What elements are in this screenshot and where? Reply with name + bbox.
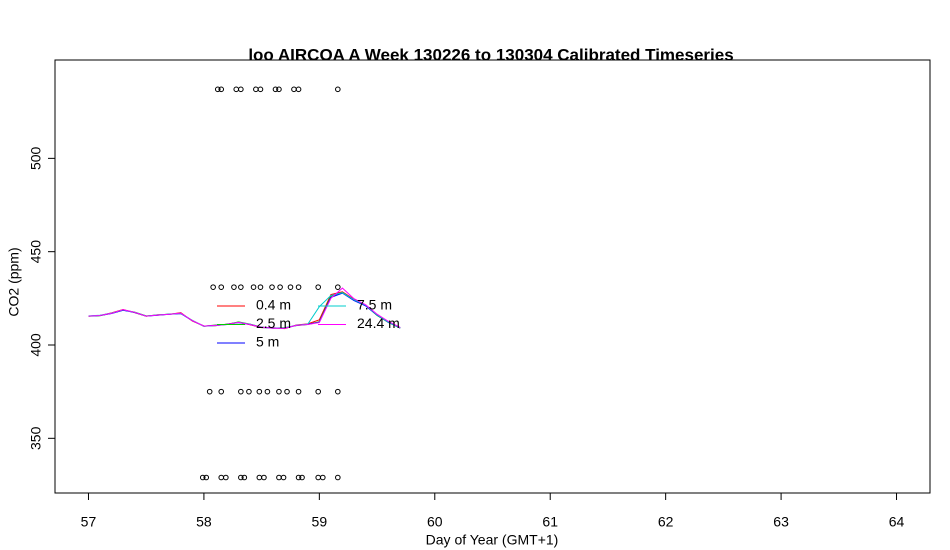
legend-label: 24.4 m <box>357 315 400 331</box>
flag-marker <box>223 474 229 481</box>
flag-marker <box>238 86 244 93</box>
flag-marker <box>203 474 210 481</box>
flag-marker <box>238 284 244 290</box>
flag-marker <box>276 86 282 93</box>
legend-label: 0.4 m <box>256 297 291 313</box>
flag-marker <box>284 388 290 395</box>
flag-marker <box>218 474 225 481</box>
flag-marker <box>199 474 206 481</box>
x-tick-label: 61 <box>542 514 558 530</box>
flag-marker <box>256 474 263 481</box>
flag-marker <box>295 474 302 481</box>
flag-marker <box>295 86 302 93</box>
chart-title: loo AIRCOA A Week 130226 to 130304 Calib… <box>248 45 733 64</box>
y-axis-label: CO2 (ppm) <box>6 247 22 316</box>
flag-marker <box>315 388 321 395</box>
y-tick-label: 450 <box>28 240 44 264</box>
x-tick-label: 60 <box>427 514 443 530</box>
flag-marker <box>231 284 237 290</box>
x-tick-label: 59 <box>312 514 328 530</box>
flag-marker <box>280 474 287 481</box>
flag-marker <box>214 86 221 93</box>
flag-marker <box>291 86 297 93</box>
flag-marker <box>253 86 259 93</box>
flag-marker <box>257 284 264 290</box>
flag-marker <box>238 474 244 481</box>
flag-marker <box>299 474 305 481</box>
flag-marker <box>250 284 257 290</box>
flag-marker <box>335 388 341 395</box>
flag-marker <box>335 474 341 481</box>
flag-marker <box>276 474 282 481</box>
flag-marker <box>269 284 275 290</box>
flag-marker <box>256 388 263 395</box>
flag-marker <box>257 86 264 93</box>
flag-marker <box>320 474 326 481</box>
flag-marker <box>277 284 283 290</box>
flag-marker <box>246 388 252 395</box>
legend-label: 7.5 m <box>357 297 392 313</box>
y-tick-label: 500 <box>28 146 44 170</box>
x-tick-label: 63 <box>773 514 789 530</box>
flag-marker <box>335 284 341 290</box>
flag-marker <box>238 388 244 395</box>
flag-marker <box>272 86 279 93</box>
x-axis-label: Day of Year (GMT+1) <box>426 532 559 548</box>
flag-marker <box>218 86 225 93</box>
flag-marker <box>315 474 321 481</box>
flag-marker <box>276 388 282 395</box>
flag-marker <box>295 284 302 290</box>
x-tick-label: 62 <box>658 514 674 530</box>
y-tick-label: 350 <box>28 426 44 450</box>
flag-marker <box>264 388 271 395</box>
flag-marker <box>218 388 225 395</box>
flag-marker <box>335 86 341 93</box>
flag-marker <box>315 284 321 290</box>
legend-label: 2.5 m <box>256 315 291 331</box>
flag-marker <box>206 388 213 395</box>
flag-marker <box>241 474 248 481</box>
x-tick-label: 58 <box>196 514 212 530</box>
flag-marker <box>261 474 267 481</box>
y-tick-label: 400 <box>28 333 44 357</box>
flag-marker <box>287 284 294 290</box>
flag-marker <box>218 284 225 290</box>
data-line <box>88 287 401 329</box>
x-tick-label: 64 <box>889 514 905 530</box>
flag-marker <box>233 86 240 93</box>
flag-marker <box>295 388 302 395</box>
flag-marker <box>210 284 216 290</box>
x-tick-label: 57 <box>81 514 97 530</box>
legend-label: 5 m <box>256 334 279 350</box>
plot-box <box>54 59 931 494</box>
